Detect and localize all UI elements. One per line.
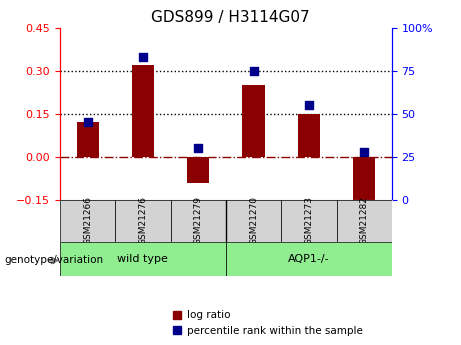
Bar bbox=[353, 157, 375, 209]
Text: GSM21282: GSM21282 bbox=[360, 196, 369, 245]
FancyBboxPatch shape bbox=[60, 200, 115, 242]
Text: GSM21276: GSM21276 bbox=[138, 196, 148, 245]
FancyBboxPatch shape bbox=[60, 241, 226, 276]
FancyBboxPatch shape bbox=[226, 200, 281, 242]
Bar bbox=[77, 122, 99, 157]
FancyBboxPatch shape bbox=[281, 200, 337, 242]
Text: GSM21273: GSM21273 bbox=[304, 196, 313, 245]
Point bbox=[305, 102, 313, 108]
Point bbox=[195, 146, 202, 151]
Point bbox=[84, 120, 91, 125]
Legend: log ratio, percentile rank within the sample: log ratio, percentile rank within the sa… bbox=[167, 306, 367, 340]
Bar bbox=[242, 85, 265, 157]
Bar bbox=[187, 157, 209, 183]
Text: GDS899 / H3114G07: GDS899 / H3114G07 bbox=[151, 10, 310, 25]
FancyBboxPatch shape bbox=[226, 241, 392, 276]
FancyBboxPatch shape bbox=[115, 200, 171, 242]
Point bbox=[139, 54, 147, 60]
Text: AQP1-/-: AQP1-/- bbox=[288, 254, 330, 264]
Text: wild type: wild type bbox=[118, 254, 168, 264]
FancyBboxPatch shape bbox=[171, 200, 226, 242]
Point bbox=[250, 68, 257, 73]
Text: GSM21270: GSM21270 bbox=[249, 196, 258, 245]
Text: GSM21279: GSM21279 bbox=[194, 196, 203, 245]
Bar bbox=[298, 114, 320, 157]
Text: genotype/variation: genotype/variation bbox=[5, 256, 104, 265]
Text: GSM21266: GSM21266 bbox=[83, 196, 92, 245]
FancyBboxPatch shape bbox=[337, 200, 392, 242]
Point bbox=[361, 149, 368, 155]
Bar bbox=[132, 65, 154, 157]
